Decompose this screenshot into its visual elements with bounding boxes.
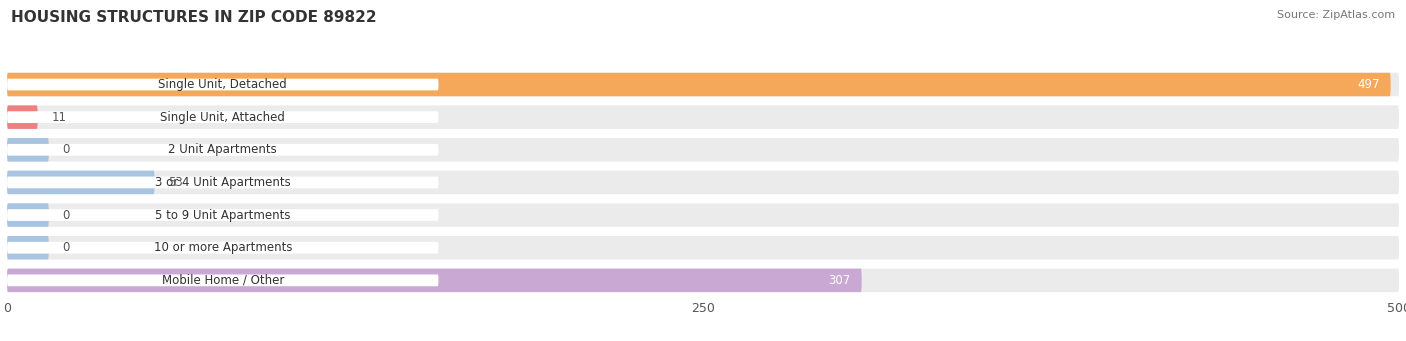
FancyBboxPatch shape bbox=[7, 236, 49, 260]
FancyBboxPatch shape bbox=[7, 203, 49, 227]
Text: 307: 307 bbox=[828, 274, 851, 287]
FancyBboxPatch shape bbox=[7, 79, 439, 90]
FancyBboxPatch shape bbox=[7, 275, 439, 286]
Text: Single Unit, Attached: Single Unit, Attached bbox=[160, 111, 285, 124]
Text: 0: 0 bbox=[63, 241, 70, 254]
Text: 53: 53 bbox=[169, 176, 183, 189]
Text: 0: 0 bbox=[63, 143, 70, 156]
Text: 10 or more Apartments: 10 or more Apartments bbox=[153, 241, 292, 254]
FancyBboxPatch shape bbox=[7, 269, 862, 292]
Text: 3 or 4 Unit Apartments: 3 or 4 Unit Apartments bbox=[155, 176, 291, 189]
Text: 0: 0 bbox=[63, 209, 70, 222]
Text: HOUSING STRUCTURES IN ZIP CODE 89822: HOUSING STRUCTURES IN ZIP CODE 89822 bbox=[11, 10, 377, 25]
FancyBboxPatch shape bbox=[7, 171, 1399, 194]
FancyBboxPatch shape bbox=[7, 73, 1391, 96]
Text: 497: 497 bbox=[1357, 78, 1379, 91]
FancyBboxPatch shape bbox=[7, 242, 439, 254]
FancyBboxPatch shape bbox=[7, 73, 1399, 96]
Text: 11: 11 bbox=[52, 111, 66, 124]
FancyBboxPatch shape bbox=[7, 209, 439, 221]
FancyBboxPatch shape bbox=[7, 144, 439, 156]
FancyBboxPatch shape bbox=[7, 138, 1399, 162]
Text: Single Unit, Detached: Single Unit, Detached bbox=[159, 78, 287, 91]
Text: Mobile Home / Other: Mobile Home / Other bbox=[162, 274, 284, 287]
Text: 2 Unit Apartments: 2 Unit Apartments bbox=[169, 143, 277, 156]
FancyBboxPatch shape bbox=[7, 203, 1399, 227]
FancyBboxPatch shape bbox=[7, 111, 439, 123]
FancyBboxPatch shape bbox=[7, 171, 155, 194]
FancyBboxPatch shape bbox=[7, 177, 439, 188]
FancyBboxPatch shape bbox=[7, 236, 1399, 260]
FancyBboxPatch shape bbox=[7, 105, 38, 129]
Text: 5 to 9 Unit Apartments: 5 to 9 Unit Apartments bbox=[155, 209, 291, 222]
FancyBboxPatch shape bbox=[7, 138, 49, 162]
FancyBboxPatch shape bbox=[7, 105, 1399, 129]
Text: Source: ZipAtlas.com: Source: ZipAtlas.com bbox=[1277, 10, 1395, 20]
FancyBboxPatch shape bbox=[7, 269, 1399, 292]
